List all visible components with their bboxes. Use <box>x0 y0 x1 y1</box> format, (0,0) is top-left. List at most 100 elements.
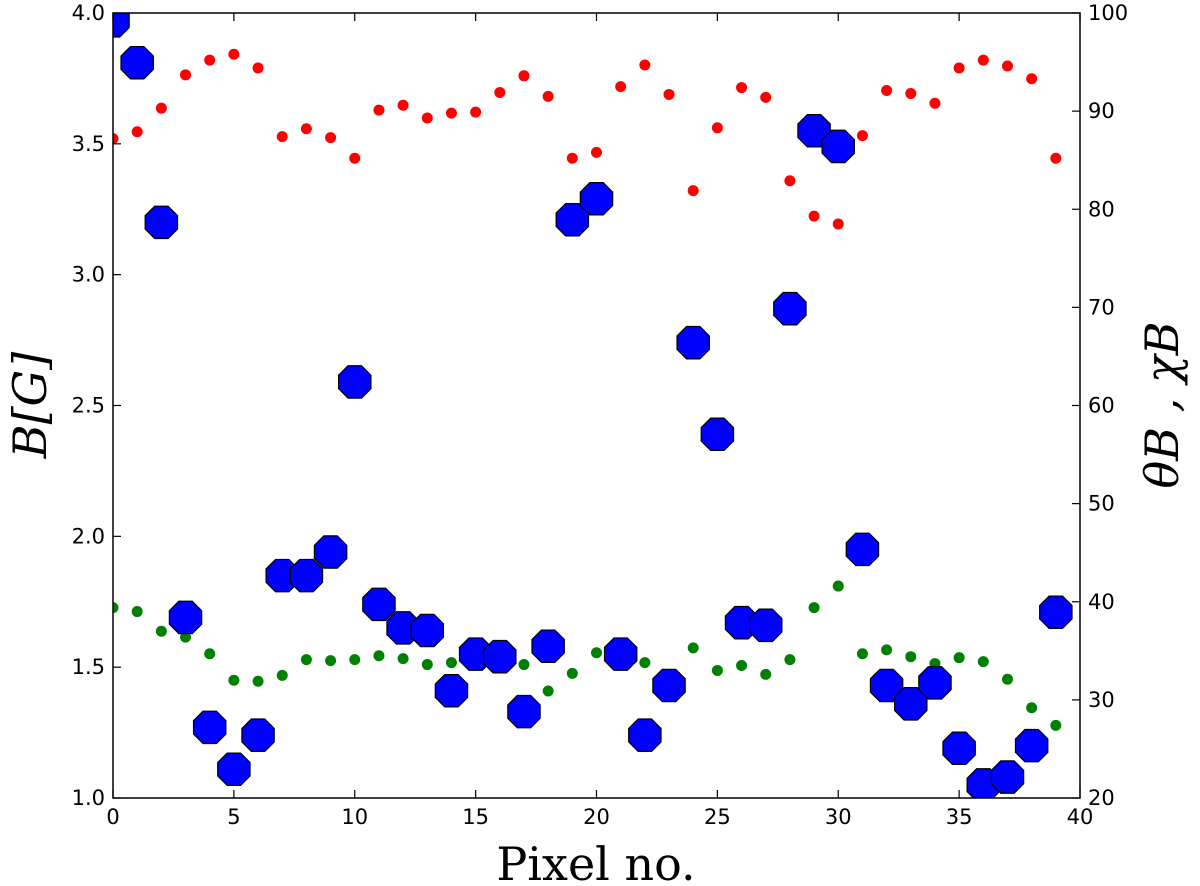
theta-b-point <box>711 122 723 134</box>
y-right-tick-label: 50 <box>1088 492 1115 516</box>
theta-b-point <box>856 130 868 142</box>
chi-b-point <box>113 602 119 614</box>
chi-b-point <box>808 602 820 614</box>
y-right-tick-label: 60 <box>1088 394 1115 418</box>
y-right-tick-label: 70 <box>1088 295 1115 319</box>
b-point <box>1014 728 1049 763</box>
y-right-tick-label: 80 <box>1088 197 1115 221</box>
theta-b-point <box>300 123 312 135</box>
chi-b-point <box>736 660 748 672</box>
chi-b-point <box>711 664 723 676</box>
x-tick-label: 10 <box>341 805 368 829</box>
chi-b-point <box>832 580 844 592</box>
b-point <box>869 668 904 703</box>
b-point <box>120 45 154 80</box>
x-tick-label: 5 <box>227 805 240 829</box>
theta-b-point <box>325 132 337 144</box>
theta-b-point <box>397 99 409 111</box>
chi-b-point <box>905 651 917 663</box>
b-point <box>700 417 735 452</box>
b-point <box>362 587 396 622</box>
chi-b-point <box>687 642 699 654</box>
b-point <box>628 718 662 752</box>
chi-b-point <box>373 650 385 662</box>
y-right-tick-label: 100 <box>1088 1 1128 25</box>
chi-b-point <box>300 654 312 666</box>
chi-b-point <box>1050 719 1062 731</box>
b-point <box>579 182 614 216</box>
theta-b-point <box>615 81 627 93</box>
theta-b-point <box>373 104 385 116</box>
theta-b-point <box>445 107 457 119</box>
y-right-tick-label: 20 <box>1088 786 1115 810</box>
b-point <box>192 710 227 745</box>
theta-b-point <box>470 106 482 118</box>
b-point <box>990 760 1025 794</box>
y-axis-right-title: θB , χB <box>1135 321 1189 488</box>
axes: 0 5 10 15 20 25 30 35 40 1.0 1.5 2.0 2.5 3.0 3.5 4.0 20 3… <box>72 1 1129 829</box>
chi-b-point <box>1026 702 1038 714</box>
x-tick-label: 25 <box>704 805 731 829</box>
b-point <box>434 673 469 708</box>
b-point <box>531 629 565 664</box>
theta-b-point <box>349 152 361 164</box>
y-left-tick-label: 1.5 <box>72 655 105 679</box>
theta-b-point <box>228 48 240 60</box>
chi-b-point <box>639 657 651 669</box>
y-right-tick-label: 90 <box>1088 99 1115 123</box>
chi-b-point <box>518 659 530 671</box>
y-right-tick-label: 30 <box>1088 688 1115 712</box>
series-theta-b <box>113 48 1062 230</box>
theta-b-point <box>180 69 192 81</box>
theta-b-point <box>663 88 675 100</box>
b-point <box>337 365 372 399</box>
y-axis-left-title: B[G] <box>3 352 57 459</box>
b-point <box>217 752 251 786</box>
y-left-tick-label: 1.0 <box>72 786 105 810</box>
theta-b-point <box>808 210 820 222</box>
theta-b-point <box>542 90 554 102</box>
b-point <box>168 600 203 635</box>
theta-b-point <box>639 59 651 71</box>
b-point <box>241 718 275 752</box>
b-point <box>483 639 517 674</box>
chi-b-point <box>566 667 578 679</box>
y-left-tick-label: 3.0 <box>72 263 105 287</box>
theta-b-point <box>929 97 941 109</box>
chi-b-point <box>542 685 554 697</box>
chi-b-point <box>977 656 989 668</box>
b-point <box>773 291 807 326</box>
y-left-tick-label: 2.0 <box>72 524 105 548</box>
theta-b-point <box>977 54 989 66</box>
b-point <box>942 731 976 766</box>
chi-b-point <box>155 625 167 637</box>
theta-b-point <box>1050 152 1062 164</box>
theta-b-point <box>1001 60 1013 72</box>
x-axis-title: Pixel no. <box>496 837 695 886</box>
chi-b-point <box>591 647 602 659</box>
chi-b-point <box>325 655 337 667</box>
theta-b-point <box>204 54 216 66</box>
y-left-tick-label: 4.0 <box>72 1 105 25</box>
y-left-tick-label: 2.5 <box>72 394 105 418</box>
b-point <box>113 13 130 38</box>
chi-b-point <box>204 648 216 660</box>
chi-b-point <box>856 648 868 660</box>
theta-b-point <box>276 131 288 143</box>
theta-b-point <box>1026 73 1038 85</box>
b-point <box>144 205 179 240</box>
theta-b-point <box>591 146 602 158</box>
chi-b-point <box>1001 673 1013 685</box>
x-tick-label: 20 <box>583 805 610 829</box>
theta-b-point <box>155 102 167 114</box>
data-marks <box>113 13 1073 798</box>
theta-b-point <box>131 126 143 138</box>
theta-b-point <box>736 82 748 94</box>
chi-b-point <box>784 654 796 666</box>
theta-b-point <box>784 175 796 187</box>
theta-b-point <box>113 133 119 145</box>
x-tick-label: 15 <box>462 805 489 829</box>
b-point <box>748 608 783 643</box>
chi-b-point <box>421 659 433 671</box>
